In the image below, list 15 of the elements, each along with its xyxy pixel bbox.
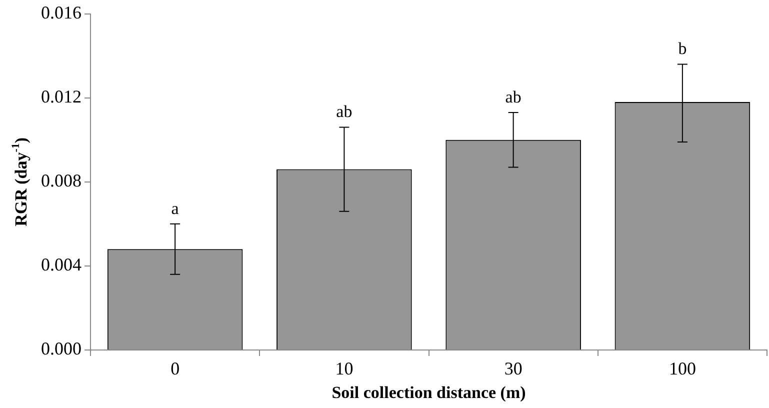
x-tick-label: 100: [668, 358, 696, 379]
y-axis-title: RGR (day-1): [10, 137, 30, 226]
annotation: a: [171, 198, 180, 218]
annotation: ab: [336, 102, 352, 122]
y-tick-label: 0.004: [41, 254, 82, 275]
y-tick-label: 0.012: [41, 86, 82, 107]
x-tick-label: 10: [335, 358, 354, 379]
y-tick-label: 0.016: [41, 2, 82, 23]
x-axis-title: Soil collection distance (m): [332, 383, 526, 402]
annotation: b: [678, 39, 687, 58]
x-tick-label: 0: [170, 358, 180, 379]
y-tick-label: 0.000: [41, 338, 82, 359]
y-tick-label: 0.008: [41, 170, 82, 191]
x-tick-label: 30: [504, 358, 522, 379]
annotation: ab: [505, 88, 522, 107]
